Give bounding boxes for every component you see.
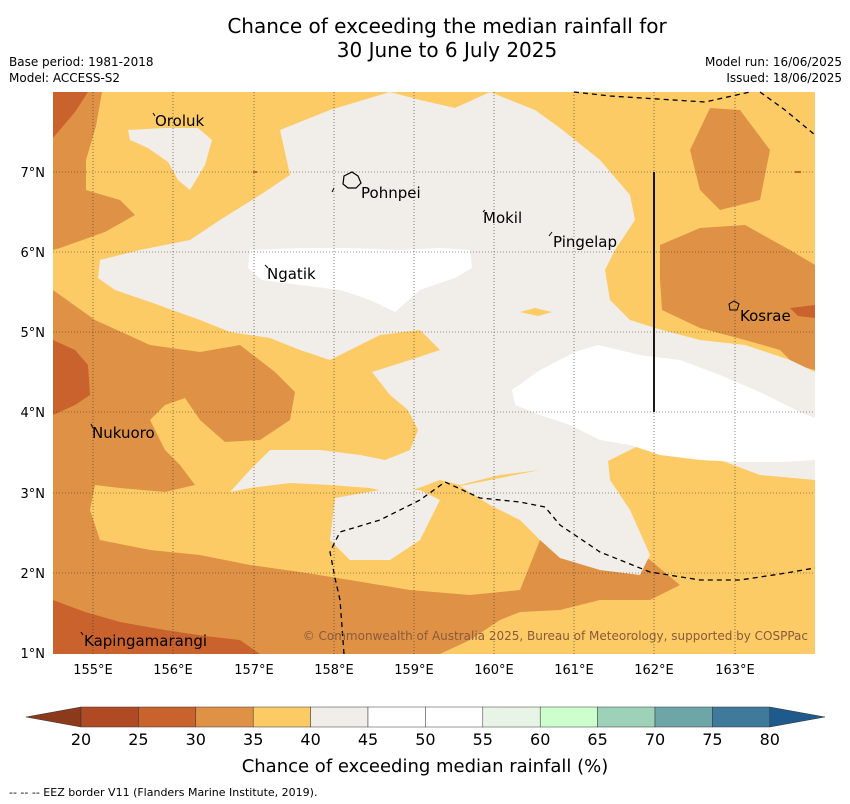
kapingamarangi-mark xyxy=(80,631,84,636)
colorbar-segment xyxy=(654,706,713,728)
islet-mark xyxy=(331,187,335,193)
colorbar-high-extend xyxy=(769,706,826,728)
colorbar-title: Chance of exceeding median rainfall (%) xyxy=(241,756,609,777)
colorbar-segment xyxy=(712,706,771,728)
pohnpei-island-outline xyxy=(342,171,362,189)
band-40-45-oroluk xyxy=(128,128,212,190)
lon-tick: 157°E xyxy=(234,663,274,678)
band-30-35-east xyxy=(660,225,815,370)
copyright-text: © Commonwealth of Australia 2025, Bureau… xyxy=(303,629,808,643)
eez-border xyxy=(329,91,816,655)
band-45-55-ngatik xyxy=(248,248,472,312)
band-30-35-nw xyxy=(53,92,135,250)
band-40-45-south xyxy=(460,460,650,575)
colorbar-tick-label: 60 xyxy=(530,730,550,749)
colorbar-tick-label: 35 xyxy=(243,730,263,749)
lon-tick: 159°E xyxy=(394,663,434,678)
lon-tick: 163°E xyxy=(715,663,755,678)
lat-tick: 6°N xyxy=(21,246,46,261)
kosrae-island-outline xyxy=(728,300,740,311)
colorbar-tick-label: 40 xyxy=(300,730,320,749)
band-40-45-north-spot xyxy=(385,158,402,178)
band-40-45-sw xyxy=(330,490,440,560)
model-run-label: Model run: 16/06/2025 xyxy=(704,55,842,69)
colorbar-tick-label: 80 xyxy=(760,730,780,749)
place-kosrae: Kosrae xyxy=(740,307,791,325)
lon-tick: 161°E xyxy=(554,663,594,678)
colorbar-segment xyxy=(425,706,484,728)
lat-tick: 1°N xyxy=(21,647,46,662)
lon-tick: 156°E xyxy=(153,663,193,678)
eez-footnote: -- -- -- EEZ border V11 (Flanders Marine… xyxy=(9,786,318,799)
colorbar: 20 25 30 35 40 45 50 55 60 65 70 75 80 xyxy=(25,706,826,749)
lat-tick: 4°N xyxy=(21,406,46,421)
oroluk-mark xyxy=(152,112,156,117)
colorbar-tick-label: 50 xyxy=(415,730,435,749)
band-25-30-sw xyxy=(53,600,260,654)
colorbar-tick-label: 65 xyxy=(587,730,607,749)
map-title-line1: Chance of exceeding the median rainfall … xyxy=(227,14,667,38)
colorbar-low-extend xyxy=(25,706,82,728)
lat-tick: 5°N xyxy=(21,326,46,341)
graticule xyxy=(53,92,815,654)
colorbar-segment xyxy=(80,706,139,728)
place-nukuoro: Nukuoro xyxy=(92,424,155,442)
lat-axis: 7°N 6°N 5°N 4°N 3°N 2°N 1°N xyxy=(21,166,46,662)
place-kapingamarangi: Kapingamarangi xyxy=(84,632,207,650)
lat-tick: 3°N xyxy=(21,487,46,502)
band-35-40-spot xyxy=(520,308,552,316)
band-25-30-kosrae xyxy=(790,305,815,318)
lon-tick: 158°E xyxy=(314,663,354,678)
map-title-line2: 30 June to 6 July 2025 xyxy=(336,38,558,62)
pingelap-mark xyxy=(548,231,553,237)
colorbar-segment xyxy=(539,706,598,728)
colorbar-tick-label: 30 xyxy=(186,730,206,749)
place-ngatik: Ngatik xyxy=(267,265,316,283)
place-pingelap: Pingelap xyxy=(553,233,617,251)
lon-axis: 155°E 156°E 157°E 158°E 159°E 160°E 161°… xyxy=(73,663,755,678)
colorbar-tick-label: 70 xyxy=(645,730,665,749)
colorbar-tick-label: 25 xyxy=(128,730,148,749)
mokil-mark xyxy=(482,209,486,213)
band-25-30-nw xyxy=(53,92,88,138)
band-25-30-west xyxy=(53,340,90,415)
colorbar-tick-label: 55 xyxy=(473,730,493,749)
colorbar-segment xyxy=(367,706,426,728)
ngatik-mark xyxy=(264,264,269,269)
band-30-35-ne xyxy=(690,92,815,310)
colorbar-tick-label: 20 xyxy=(71,730,91,749)
lon-tick: 160°E xyxy=(474,663,514,678)
lon-tick: 155°E xyxy=(73,663,113,678)
lat-tick: 7°N xyxy=(21,166,46,181)
colorbar-tick-label: 75 xyxy=(702,730,722,749)
colorbar-segment xyxy=(482,706,541,728)
probability-field xyxy=(53,92,815,654)
place-oroluk: Oroluk xyxy=(155,112,204,130)
band-45-55-east xyxy=(512,345,815,462)
base-period-label: Base period: 1981-2018 xyxy=(9,55,154,69)
band-30-35-south xyxy=(53,290,680,654)
colorbar-segment xyxy=(310,706,369,728)
lon-tick: 162°E xyxy=(634,663,674,678)
colorbar-tick-label: 45 xyxy=(358,730,378,749)
colorbar-segment xyxy=(195,706,254,728)
issued-label: Issued: 18/06/2025 xyxy=(726,71,842,85)
place-mokil: Mokil xyxy=(483,209,522,227)
place-pohnpei: Pohnpei xyxy=(361,184,421,202)
lat-tick: 2°N xyxy=(21,567,46,582)
colorbar-segment xyxy=(597,706,656,728)
colorbar-segment xyxy=(252,706,311,728)
colorbar-segment xyxy=(138,706,197,728)
nukuoro-mark xyxy=(90,423,94,429)
model-label: Model: ACCESS-S2 xyxy=(9,71,121,85)
